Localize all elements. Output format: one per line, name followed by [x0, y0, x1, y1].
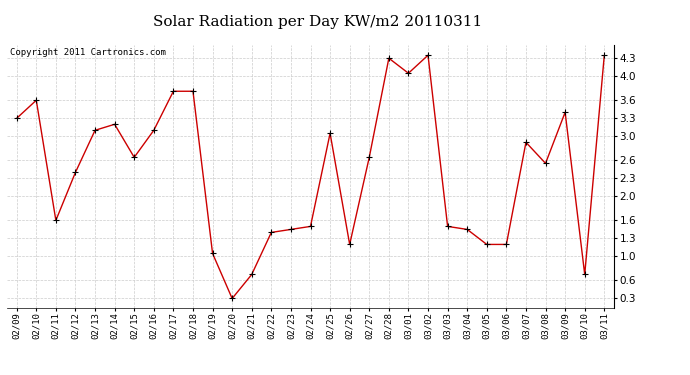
Text: Solar Radiation per Day KW/m2 20110311: Solar Radiation per Day KW/m2 20110311 [152, 15, 482, 29]
Text: Copyright 2011 Cartronics.com: Copyright 2011 Cartronics.com [10, 48, 166, 57]
